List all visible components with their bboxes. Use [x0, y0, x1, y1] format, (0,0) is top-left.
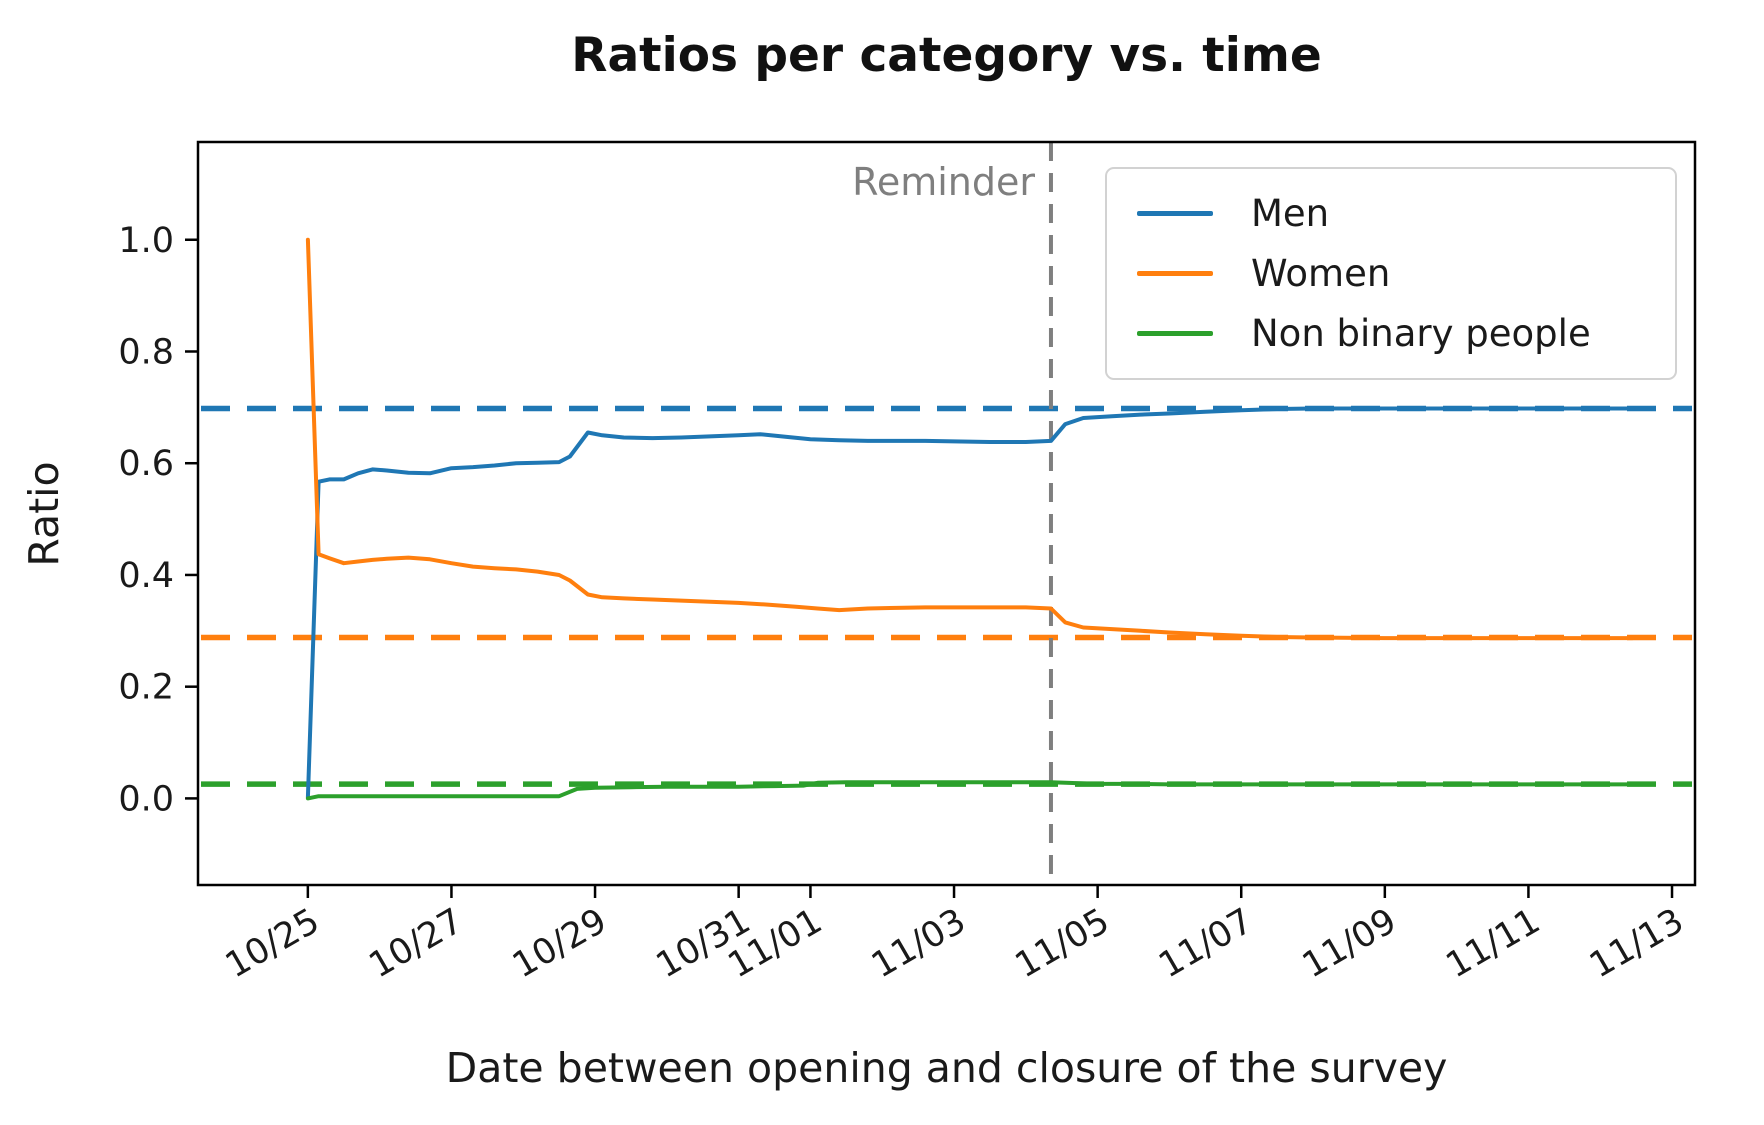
x-tick-label: 11/13: [1583, 901, 1690, 986]
x-axis-label: Date between opening and closure of the …: [445, 1044, 1448, 1092]
series-line-men: [305, 406, 1635, 800]
series-line-women: [305, 237, 1635, 641]
chart-title: Ratios per category vs. time: [571, 28, 1322, 83]
legend: Men Women Non binary people: [1105, 167, 1677, 380]
x-tick-label: 11/03: [865, 901, 972, 986]
legend-item-men: Men: [1137, 192, 1675, 235]
reminder-annotation-label: Reminder: [852, 160, 1035, 204]
x-tick-label: 11/11: [1440, 901, 1547, 986]
legend-label: Men: [1251, 192, 1330, 235]
x-tick-label: 10/25: [219, 901, 326, 986]
y-axis-label: Ratio: [20, 461, 68, 567]
y-tick-label: 0.6: [118, 444, 174, 484]
axes-frame: [196, 140, 1697, 887]
legend-line-sample: [1137, 271, 1213, 276]
x-tick-label: 11/05: [1009, 901, 1116, 986]
y-tick-label: 0.2: [118, 668, 174, 708]
legend-label: Women: [1251, 252, 1391, 295]
x-tick-label: 11/07: [1152, 901, 1259, 986]
y-tick-label: 0.8: [118, 332, 174, 372]
legend-label: Non binary people: [1251, 312, 1591, 355]
x-tick-label: 10/29: [506, 901, 613, 986]
x-tick-label: 11/09: [1296, 901, 1403, 986]
legend-line-sample: [1137, 211, 1213, 216]
y-tick-label: 1.0: [118, 221, 174, 261]
legend-item-women: Women: [1137, 252, 1675, 295]
legend-line-sample: [1137, 331, 1213, 336]
x-tick-label: 10/27: [363, 901, 470, 986]
y-tick-label: 0.4: [118, 556, 174, 596]
y-tick-label: 0.0: [118, 779, 174, 819]
legend-item-non-binary-people: Non binary people: [1137, 312, 1675, 355]
series-line-non-binary-people: [305, 780, 1635, 801]
